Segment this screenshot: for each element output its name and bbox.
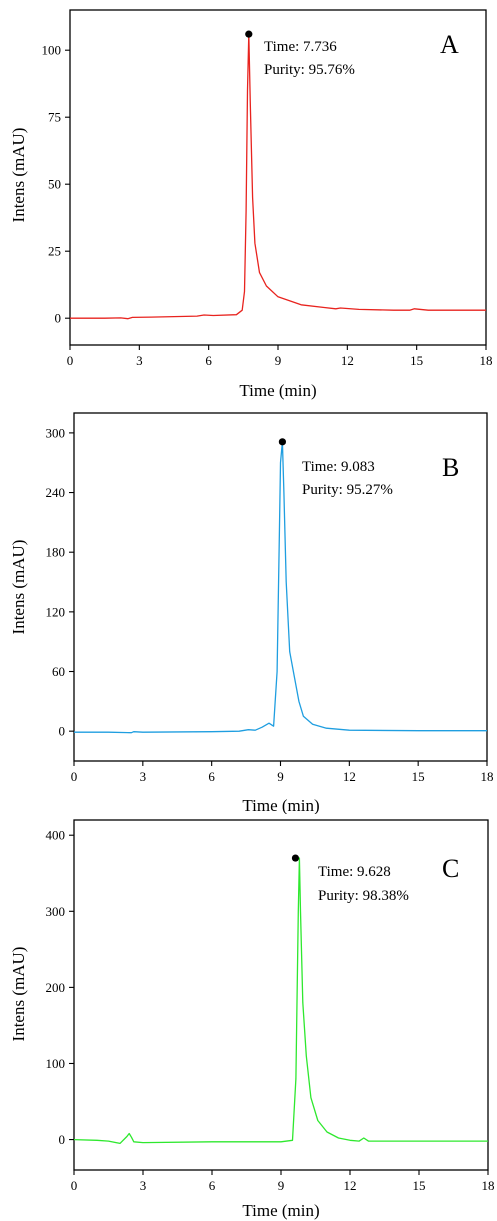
y-tick-label: 180	[46, 545, 66, 560]
x-tick-label: 6	[208, 769, 215, 784]
y-ticks: 0 100 200 300 400	[46, 828, 74, 1147]
chromatogram-trace	[74, 441, 487, 734]
y-tick-label: 100	[42, 43, 62, 58]
chart-panel-b: 0 3 6 9 12 15 18 0 60 120 180 240 300 Time: 9.083 P…	[9, 412, 494, 814]
plot-frame	[69, 9, 487, 346]
x-tick-label: 12	[343, 769, 356, 784]
y-tick-label: 400	[46, 828, 66, 843]
x-tick-label: 18	[481, 769, 494, 784]
x-tick-label: 12	[341, 353, 354, 368]
x-axis-title: Time (min)	[239, 381, 316, 400]
x-tick-label: 3	[136, 353, 143, 368]
x-tick-label: 9	[275, 353, 282, 368]
y-tick-label: 100	[46, 1056, 66, 1071]
y-tick-label: 75	[48, 110, 61, 125]
panel-letter: C	[442, 854, 459, 883]
annotation-purity: Purity: 98.38%	[318, 888, 409, 904]
chart-panel-a: 0 3 6 9 12 15 18 0 25 50 75 100 Time: 7.736 Purity…	[9, 9, 493, 400]
y-axis-title: Intens (mAU)	[9, 540, 28, 635]
annotation-time: Time: 7.736	[264, 39, 337, 55]
x-tick-label: 3	[140, 769, 147, 784]
y-tick-label: 240	[46, 485, 66, 500]
y-axis-title: Intens (mAU)	[9, 128, 28, 223]
y-tick-label: 60	[52, 664, 65, 679]
peak-marker	[278, 438, 287, 446]
y-tick-label: 50	[48, 177, 61, 192]
x-tick-label: 9	[277, 769, 284, 784]
annotation-time: Time: 9.628	[318, 864, 391, 880]
y-tick-label: 300	[46, 425, 66, 440]
y-tick-label: 0	[59, 724, 66, 739]
x-tick-label: 9	[278, 1178, 285, 1193]
peak-marker	[245, 30, 253, 38]
x-tick-label: 6	[209, 1178, 216, 1193]
y-axis-title: Intens (mAU)	[9, 947, 28, 1042]
x-axis-title: Time (min)	[242, 1201, 319, 1220]
x-tick-label: 15	[413, 1178, 426, 1193]
x-tick-label: 15	[412, 769, 425, 784]
y-tick-label: 25	[48, 244, 61, 259]
annotation-purity: Purity: 95.27%	[302, 482, 393, 498]
peak-marker	[291, 854, 300, 862]
x-ticks: 0 3 6 9 12 15 18	[71, 1170, 495, 1193]
y-tick-label: 0	[55, 311, 62, 326]
y-tick-label: 300	[46, 904, 66, 919]
chart-panel-c: 0 3 6 9 12 15 18 0 100 200 300 400 Time: 9.628 Pur…	[9, 819, 495, 1220]
y-ticks: 0 60 120 180 240 300	[46, 425, 74, 739]
panel-letter: A	[440, 30, 459, 59]
y-ticks: 0 25 50 75 100	[42, 43, 70, 326]
chromatogram-trace	[73, 857, 488, 1145]
x-tick-label: 0	[71, 1178, 78, 1193]
panel-letter: B	[442, 453, 459, 482]
chromatogram-trace	[70, 33, 486, 320]
plot-frame	[73, 819, 489, 1171]
x-ticks: 0 3 6 9 12 15 18	[67, 345, 493, 368]
annotation-purity: Purity: 95.76%	[264, 62, 355, 78]
y-tick-label: 200	[46, 980, 66, 995]
x-ticks: 0 3 6 9 12 15 18	[71, 761, 494, 784]
x-axis-title: Time (min)	[242, 796, 319, 814]
x-tick-label: 18	[482, 1178, 495, 1193]
x-tick-label: 6	[205, 353, 212, 368]
x-tick-label: 3	[140, 1178, 147, 1193]
x-tick-label: 18	[480, 353, 493, 368]
x-tick-label: 0	[67, 353, 74, 368]
x-tick-label: 12	[344, 1178, 357, 1193]
y-tick-label: 120	[46, 604, 66, 619]
x-tick-label: 15	[410, 353, 423, 368]
y-tick-label: 0	[59, 1132, 66, 1147]
annotation-time: Time: 9.083	[302, 459, 375, 475]
x-tick-label: 0	[71, 769, 78, 784]
